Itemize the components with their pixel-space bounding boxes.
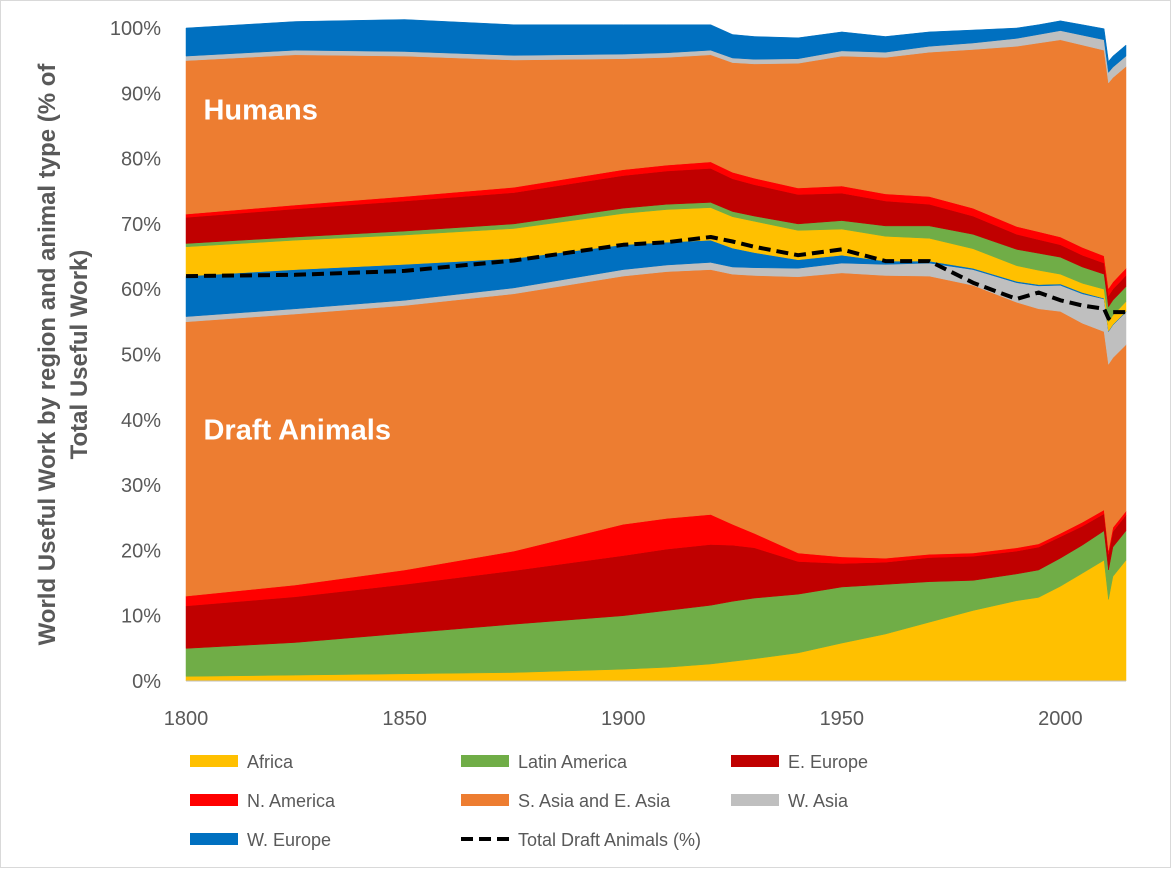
y-tick-label: 20% (121, 540, 161, 562)
y-tick-label: 100% (110, 18, 161, 40)
area-layers (185, 19, 1127, 682)
x-tick-label: 1950 (820, 708, 865, 730)
legend-swatch (731, 794, 779, 806)
legend-label: S. Asia and E. Asia (518, 791, 671, 811)
legend-item-e-europe: E. Europe (731, 752, 868, 772)
legend-item-total-draft-animals: Total Draft Animals (%) (461, 830, 701, 850)
area-humans-w-europe (185, 19, 1127, 73)
legend-label: Total Draft Animals (%) (518, 830, 701, 850)
y-tick-label: 90% (121, 83, 161, 105)
legend-label: N. America (247, 791, 336, 811)
legend-swatch (190, 794, 238, 806)
y-tick-label: 30% (121, 475, 161, 497)
legend-swatch (731, 755, 779, 767)
legend-label: Latin America (518, 752, 628, 772)
annotation-humans: Humans (203, 94, 317, 126)
legend-item-w-europe: W. Europe (190, 830, 331, 850)
y-axis-label-line: World Useful Work by region and animal t… (34, 63, 61, 646)
x-tick-label: 1900 (601, 708, 646, 730)
legend-swatch (461, 794, 509, 806)
y-tick-label: 10% (121, 606, 161, 628)
legend-label: E. Europe (788, 752, 868, 772)
legend-swatch (190, 755, 238, 767)
legend-label: W. Europe (247, 830, 331, 850)
legend-item-latin-america: Latin America (461, 752, 628, 772)
annotations: Humans Draft Animals (203, 94, 390, 446)
y-tick-label: 70% (121, 214, 161, 236)
y-tick-label: 60% (121, 279, 161, 301)
legend-item-s-asia-and-e-asia: S. Asia and E. Asia (461, 791, 671, 811)
x-tick-label: 1800 (164, 708, 209, 730)
legend-swatch (190, 833, 238, 845)
legend-item-africa: Africa (190, 752, 294, 772)
line-layer (185, 235, 1126, 321)
y-tick-label: 80% (121, 149, 161, 171)
legend-item-w-asia: W. Asia (731, 791, 849, 811)
x-tick-label: 2000 (1038, 708, 1083, 730)
x-tick-label: 1850 (382, 708, 427, 730)
line-total-draft-animals (185, 235, 1126, 321)
y-tick-labels: 0% 10% 20% 30% 40% 50% 60% 70% 80% 90% 100% (110, 18, 161, 693)
y-axis-label: World Useful Work by region and animal t… (34, 63, 93, 646)
legend-item-n-america: N. America (190, 791, 336, 811)
y-tick-label: 40% (121, 410, 161, 432)
legend-label: W. Asia (788, 791, 849, 811)
x-tick-labels: 1800 1850 1900 1950 2000 (164, 708, 1083, 730)
legend-swatch (461, 755, 509, 767)
y-axis-label-line: Total Useful Work) (66, 250, 93, 460)
annotation-draft-animals: Draft Animals (203, 414, 390, 446)
y-tick-label: 50% (121, 345, 161, 367)
legend-label: Africa (247, 752, 294, 772)
y-tick-label: 0% (132, 671, 161, 693)
legend: Africa Latin America E. Europe N. America S.… (190, 752, 868, 850)
